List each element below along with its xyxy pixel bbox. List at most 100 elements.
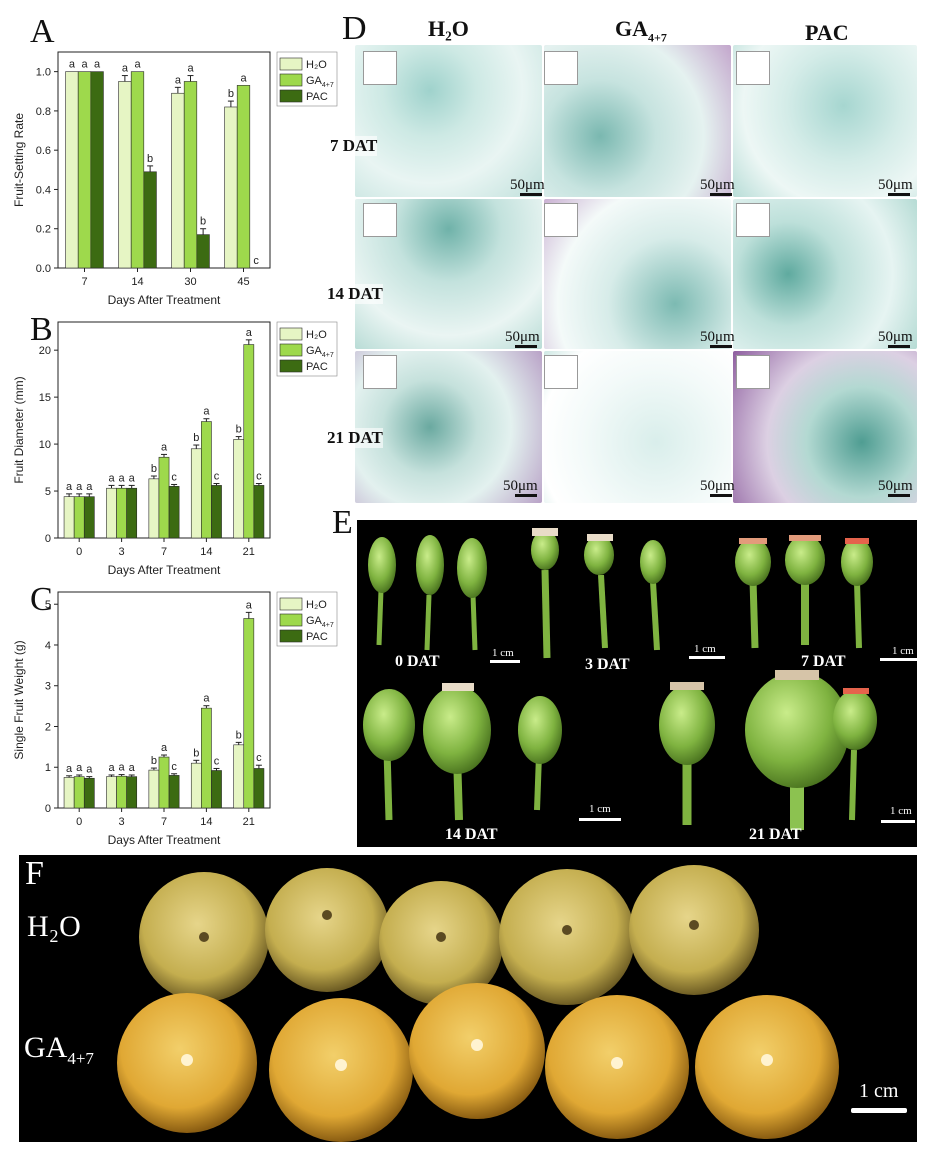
legend-swatch xyxy=(279,327,303,341)
significance-letter: a xyxy=(122,63,129,75)
significance-letter: c xyxy=(171,761,177,773)
bar-ga47 xyxy=(158,456,170,539)
scale-bar-cm xyxy=(579,818,621,821)
y-tick-label: 0.4 xyxy=(36,184,51,196)
y-tick-label: 3 xyxy=(45,681,51,693)
scale-label: 50μm xyxy=(878,177,913,193)
significance-letter: a xyxy=(86,481,93,493)
scale-bar xyxy=(710,345,732,348)
x-axis-label: Days After Treatment xyxy=(108,833,221,847)
significance-letter: a xyxy=(203,406,210,418)
legend-swatch xyxy=(279,57,303,71)
legend-label: PAC xyxy=(306,361,328,373)
significance-letter: b xyxy=(228,88,234,100)
panel-a-label: A xyxy=(30,13,55,50)
mature-fruit-h2o-1 xyxy=(139,872,269,1002)
y-tick-label: 5 xyxy=(45,599,51,611)
bar-h2o xyxy=(233,439,245,539)
photo-panel-f: F H₂O GA4+7 1 cm xyxy=(19,855,917,1142)
mature-fruit-h2o-3 xyxy=(379,881,503,1005)
inset-h2o-14dat xyxy=(363,203,397,237)
ga-text: GA xyxy=(615,16,648,41)
significance-letter: a xyxy=(108,762,115,774)
scale-bar xyxy=(888,193,910,196)
scale-bar-cm xyxy=(490,660,520,663)
bar-h2o xyxy=(106,776,117,809)
significance-letter: b xyxy=(151,463,157,475)
scale-bar xyxy=(710,193,732,196)
x-tick-label: 14 xyxy=(200,546,212,558)
scale-label: 50μm xyxy=(878,478,913,494)
legend-swatch xyxy=(279,73,303,87)
significance-letter: b xyxy=(236,729,242,741)
fruit-7dat-h2o xyxy=(735,538,771,649)
photo-panel-e: 0 DAT 3 DAT 7 DAT 14 DAT 21 DAT 1 cm 1 c… xyxy=(357,520,917,847)
significance-letter: a xyxy=(76,762,83,774)
label-3dat: 3 DAT xyxy=(585,656,630,673)
bar-ga47 xyxy=(243,344,255,539)
y-axis-label: Fruit Diameter (mm) xyxy=(12,376,26,483)
bar-h2o xyxy=(118,81,132,269)
scale-bar-cm xyxy=(881,820,915,823)
mature-fruit-ga-3 xyxy=(409,983,545,1119)
row-label-ga: GA4+7 xyxy=(24,1031,94,1069)
inset-pac-14dat xyxy=(736,203,770,237)
significance-letter: c xyxy=(256,471,262,483)
bar-pac xyxy=(143,171,157,269)
y-tick-label: 2 xyxy=(45,721,51,733)
fruit-14dat-h2o xyxy=(363,689,415,821)
x-tick-label: 14 xyxy=(200,816,212,828)
bar-ga47 xyxy=(116,487,127,539)
legend-swatch xyxy=(279,613,303,627)
significance-letter: c xyxy=(214,471,220,483)
bar-pac xyxy=(168,775,180,809)
bar-pac xyxy=(126,776,138,809)
inset-ga-7dat xyxy=(544,51,578,85)
mature-fruit-ga-4 xyxy=(545,995,689,1139)
significance-letter: a xyxy=(246,599,253,611)
y-tick-label: 20 xyxy=(39,345,51,357)
mature-fruit-ga-1 xyxy=(117,993,257,1133)
significance-letter: a xyxy=(86,764,93,776)
significance-letter: a xyxy=(66,481,73,493)
y-tick-label: 10 xyxy=(39,439,51,451)
label-0dat: 0 DAT xyxy=(395,653,440,670)
micrograph-grid: 50μm 50μm 50μm 50μm 50μm 50μm 50μm 50μm … xyxy=(355,45,917,503)
row-label-h2o: H₂O xyxy=(27,910,81,943)
bar-pac xyxy=(211,485,222,539)
fruit-21dat-ga xyxy=(745,670,849,830)
fruit-21dat-pac xyxy=(833,688,877,821)
significance-letter: a xyxy=(175,74,182,86)
bar-pac xyxy=(83,496,95,539)
scale-bar xyxy=(515,494,537,497)
scale-label-cm: 1 cm xyxy=(859,1080,899,1102)
bar-h2o xyxy=(190,762,202,809)
scale-label-cm: 1 cm xyxy=(589,803,611,815)
x-tick-label: 0 xyxy=(76,546,82,558)
fruit-14dat-pac xyxy=(518,696,562,811)
bar-pac xyxy=(253,485,265,539)
y-tick-label: 1 xyxy=(45,762,51,774)
inset-pac-7dat xyxy=(736,51,770,85)
inset-pac-21dat xyxy=(736,355,770,389)
bar-h2o xyxy=(224,106,238,269)
bar-ga47 xyxy=(158,756,170,809)
label-7dat: 7 DAT xyxy=(801,653,846,670)
scale-label: 50μm xyxy=(700,177,735,193)
x-axis-label: Days After Treatment xyxy=(108,563,221,577)
significance-letter: a xyxy=(94,59,101,71)
bar-h2o xyxy=(190,448,202,539)
scale-label: 50μm xyxy=(700,329,735,345)
significance-letter: b xyxy=(236,424,242,436)
scale-label-cm: 1 cm xyxy=(890,805,912,817)
panel-f-label: F xyxy=(25,855,44,892)
legend-label: H₂O xyxy=(306,59,327,71)
significance-letter: a xyxy=(69,59,76,71)
y-tick-label: 0 xyxy=(45,533,51,545)
scale-bar xyxy=(888,494,910,497)
legend-label: PAC xyxy=(306,631,328,643)
scale-label: 50μm xyxy=(878,329,913,345)
y-tick-label: 0.2 xyxy=(36,224,51,236)
legend-swatch xyxy=(279,629,303,643)
x-axis-label: Days After Treatment xyxy=(108,293,221,307)
